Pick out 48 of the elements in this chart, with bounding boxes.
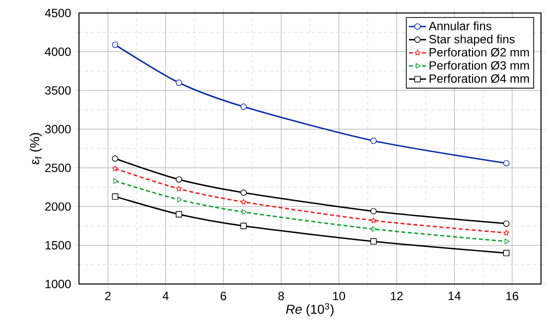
x-tick-label: 4: [162, 292, 169, 300]
x-tick-label: 14: [448, 292, 461, 300]
y-tick-label: 4000: [44, 47, 71, 56]
point: [370, 138, 377, 144]
point: [112, 155, 118, 162]
point: [112, 165, 118, 172]
point: [372, 226, 377, 232]
x-tick-label: 8: [278, 292, 284, 300]
x-tick-label: 10: [333, 292, 346, 300]
y-tick-label: 3000: [45, 124, 71, 134]
point: [177, 196, 182, 202]
y-tick-label: 3500: [45, 86, 71, 95]
legend-label: Perforation Ø2 mm: [430, 48, 529, 57]
legend-label: Star shaped fins: [429, 34, 515, 46]
x-tick-label: 2: [105, 292, 111, 300]
point: [112, 193, 118, 200]
point: [112, 42, 118, 48]
point: [503, 250, 510, 256]
x-tick-label: 12: [390, 292, 403, 300]
point: [240, 104, 247, 110]
point: [176, 186, 182, 192]
x-tick-label: 16: [506, 292, 518, 300]
y-tick-label: 1000: [46, 280, 71, 288]
point: [240, 189, 247, 196]
point: [503, 160, 510, 166]
point: [242, 209, 247, 215]
x-axis-title: Re (10$^{3}$): [286, 303, 334, 316]
x-tick-label: 6: [220, 292, 226, 300]
point: [240, 198, 247, 205]
y-tick-label: 4500: [44, 8, 71, 18]
point: [503, 230, 510, 236]
point: [176, 211, 182, 218]
point: [176, 80, 182, 86]
legend-label: Perforation Ø3 mm: [430, 60, 529, 70]
y-tick-label: 2000: [45, 202, 71, 211]
point: [503, 220, 510, 227]
legend-label: Perforation Ø4 mm: [430, 74, 529, 84]
point: [504, 238, 510, 244]
y-tick-label: 1500: [46, 241, 71, 250]
point: [370, 208, 377, 214]
point: [240, 222, 247, 230]
legend-label: Annular fins: [428, 21, 492, 30]
y-axis-title: ε$_{f}$ (%): [30, 133, 42, 164]
point: [370, 238, 377, 245]
y-tick-label: 2500: [45, 164, 71, 172]
point: [176, 176, 182, 183]
point: [370, 217, 377, 224]
point: [113, 178, 118, 184]
